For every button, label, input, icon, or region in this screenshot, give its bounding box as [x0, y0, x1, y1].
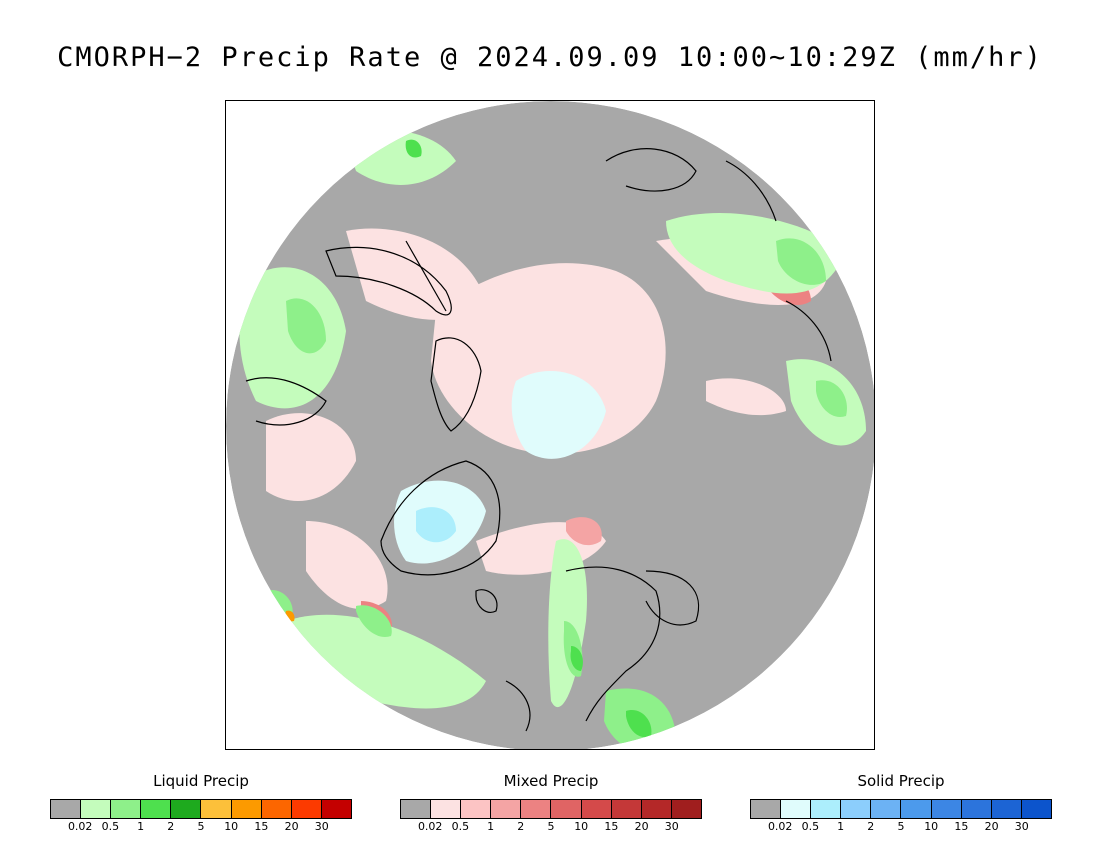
solid-precip-regions	[394, 371, 606, 564]
legend-swatch	[641, 800, 672, 818]
legend-swatch	[781, 800, 812, 818]
legend-tick-label: 0.02	[67, 820, 93, 833]
legend-liquid: Liquid Precip 0.02 0.5 1 2 5 10 15 20 30	[50, 770, 352, 833]
legend-swatch	[841, 800, 872, 818]
legend-swatch	[871, 800, 902, 818]
legend-tick-label: 1	[487, 820, 495, 833]
legend-tick-label: 30	[314, 820, 329, 833]
legend-color-bar	[400, 799, 702, 819]
legend-title: Liquid Precip	[153, 772, 249, 790]
legend-tick-label: 20	[284, 820, 299, 833]
legend-tick-label: 15	[254, 820, 269, 833]
legend-tick-label: 0.5	[101, 820, 120, 833]
legend-swatch	[141, 800, 172, 818]
legend-tick-label: 20	[634, 820, 649, 833]
legend-tick-label: 0.02	[767, 820, 793, 833]
legend-mixed: Mixed Precip 0.02 0.5 1 2 5 10 15 20 30	[400, 770, 702, 833]
precip-map	[225, 100, 875, 750]
legend-title: Solid Precip	[857, 772, 945, 790]
legend-tick-label: 20	[984, 820, 999, 833]
legend-tick-label: 5	[547, 820, 555, 833]
legend-swatch	[431, 800, 462, 818]
legend-swatch	[991, 800, 1022, 818]
legend-swatch	[931, 800, 962, 818]
legend-color-bar	[750, 799, 1052, 819]
legend-swatch	[461, 800, 492, 818]
legend-tick-label: 2	[867, 820, 875, 833]
legend-tick-label: 15	[954, 820, 969, 833]
legend-tick-label: 0.02	[417, 820, 443, 833]
legend-swatch	[491, 800, 522, 818]
legend-swatch	[291, 800, 322, 818]
legend-tick-label: 0.5	[451, 820, 470, 833]
legend-tick-label: 30	[664, 820, 679, 833]
legend-swatch	[671, 800, 701, 818]
legend-tick-label: 10	[574, 820, 589, 833]
legend-swatch	[111, 800, 142, 818]
polar-map-svg	[226, 101, 874, 749]
legend-swatch	[581, 800, 612, 818]
legend-tick-label: 5	[897, 820, 905, 833]
legend-swatch	[51, 800, 82, 818]
legend-swatch	[521, 800, 552, 818]
legend-tick-label: 30	[1014, 820, 1029, 833]
legend-ticks: 0.02 0.5 1 2 5 10 15 20 30	[750, 819, 1052, 833]
legend-swatch	[551, 800, 582, 818]
legend-tick-label: 5	[197, 820, 205, 833]
chart-title: CMORPH−2 Precip Rate @ 2024.09.09 10:00~…	[57, 42, 1043, 73]
legend-swatch	[171, 800, 202, 818]
legend-tick-label: 2	[517, 820, 525, 833]
legend-ticks: 0.02 0.5 1 2 5 10 15 20 30	[50, 819, 352, 833]
legend-swatch	[81, 800, 112, 818]
legend-title: Mixed Precip	[503, 772, 599, 790]
legend-tick-label: 0.5	[801, 820, 820, 833]
legend-swatch	[321, 800, 351, 818]
legend-tick-label: 15	[604, 820, 619, 833]
legend-tick-label: 1	[137, 820, 145, 833]
legend-swatch	[751, 800, 782, 818]
legend-swatch	[961, 800, 992, 818]
legend-tick-label: 2	[167, 820, 175, 833]
legend-color-bar	[50, 799, 352, 819]
legend-tick-label: 10	[224, 820, 239, 833]
legend-swatch	[261, 800, 292, 818]
legend-swatch	[231, 800, 262, 818]
legend-ticks: 0.02 0.5 1 2 5 10 15 20 30	[400, 819, 702, 833]
legend-tick-label: 10	[924, 820, 939, 833]
legend-swatch	[401, 800, 432, 818]
legend-swatch	[901, 800, 932, 818]
legend-tick-label: 1	[837, 820, 845, 833]
coastlines	[245, 148, 832, 732]
legend-swatch	[201, 800, 232, 818]
legend-solid: Solid Precip 0.02 0.5 1 2 5 10 15 20 30	[750, 770, 1052, 833]
legend-swatch	[811, 800, 842, 818]
legend-swatch	[1021, 800, 1051, 818]
legend-swatch	[611, 800, 642, 818]
